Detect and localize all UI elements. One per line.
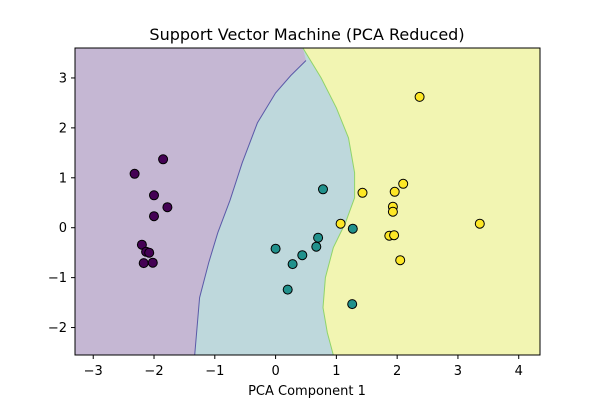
y-tick-label: −1 [48, 271, 67, 286]
x-tick-label: 0 [271, 364, 279, 379]
y-tick-label: 2 [59, 121, 67, 136]
data-points [129, 91, 485, 310]
data-point-class2-3 [357, 187, 368, 198]
plot-area [75, 48, 540, 355]
x-tick-label: 2 [393, 364, 401, 379]
data-point-class1-5 [313, 232, 324, 243]
data-point-class2-0 [414, 91, 425, 102]
class2-region [302, 48, 540, 355]
x-tick-label: 3 [454, 364, 462, 379]
y-axis: −2 −1 0 1 2 3 [48, 71, 75, 336]
class0-region [75, 48, 306, 355]
data-point-class1-3 [287, 259, 298, 270]
data-point-class1-2 [270, 243, 281, 254]
data-point-class2-10 [474, 218, 485, 229]
x-tick-label: −2 [144, 364, 163, 379]
data-point-class0-8 [138, 258, 149, 269]
data-point-class1-8 [347, 299, 358, 310]
y-tick-label: 0 [59, 221, 67, 236]
data-point-class0-7 [144, 247, 155, 258]
data-point-class0-1 [158, 154, 169, 165]
x-tick-label: 4 [515, 364, 523, 379]
data-point-class2-6 [387, 206, 398, 217]
x-tick-label: −3 [84, 364, 103, 379]
y-tick-label: 1 [59, 171, 67, 186]
data-point-class2-1 [398, 178, 409, 189]
data-point-class0-0 [129, 168, 140, 179]
data-point-class2-9 [395, 255, 406, 266]
decision-boundary-1-2 [302, 48, 356, 355]
y-tick-label: −2 [48, 321, 67, 336]
data-point-class1-6 [311, 241, 322, 252]
data-point-class1-7 [282, 284, 293, 295]
data-point-class1-1 [347, 223, 358, 234]
data-point-class2-4 [335, 218, 346, 229]
data-point-class0-9 [147, 257, 158, 268]
decision-boundary-0-1 [194, 60, 307, 355]
data-point-class0-3 [149, 211, 159, 222]
data-point-class0-2 [149, 190, 159, 201]
data-point-class2-8 [389, 230, 400, 241]
x-axis: −3 −2 −1 0 1 2 3 4 [84, 355, 523, 379]
chart-title: Support Vector Machine (PCA Reduced) [149, 25, 464, 44]
data-point-class2-2 [389, 186, 400, 197]
x-axis-label: PCA Component 1 [248, 384, 366, 399]
class1-region [194, 48, 355, 355]
data-point-class1-4 [297, 250, 308, 261]
x-tick-label: 1 [332, 364, 340, 379]
y-tick-label: 3 [59, 71, 67, 86]
plot-frame [74, 47, 541, 356]
x-tick-label: −1 [205, 364, 224, 379]
data-point-class1-0 [318, 184, 328, 195]
data-point-class0-4 [162, 202, 173, 213]
